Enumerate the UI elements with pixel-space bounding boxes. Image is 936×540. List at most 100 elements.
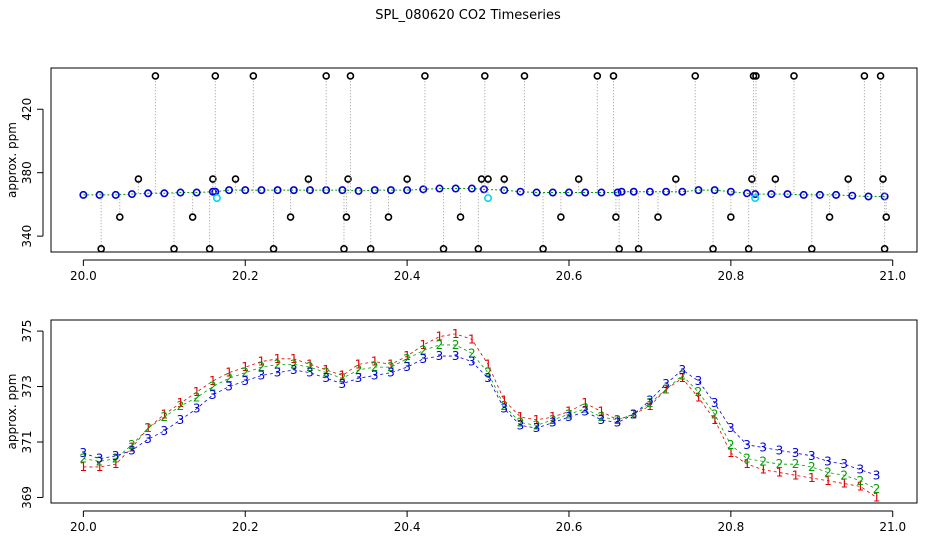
data-symbol-series-2: 2 [322, 366, 330, 380]
data-point-outlier [672, 175, 680, 183]
data-symbol-series-2: 2 [711, 407, 719, 421]
data-symbol-series-1: 1 [646, 399, 654, 413]
data-symbol-series-1: 1 [857, 479, 865, 493]
data-point-continuous [419, 185, 428, 194]
data-point-outlier [342, 213, 351, 221]
data-point-outlier [752, 72, 760, 80]
data-point-continuous [581, 188, 590, 197]
data-point-outlier [539, 245, 547, 252]
data-symbol-series-1: 1 [144, 421, 152, 435]
data-symbol-series-1: 1 [241, 360, 249, 374]
x-tick-label: 20.8 [717, 520, 744, 534]
data-symbol-series-2: 2 [840, 468, 848, 482]
bottom-timeseries-plot: 20.0 20.2 20.4 20.6 20.8 21.0 369 371 373 375 appr… [5, 319, 918, 534]
data-symbol-series-1: 1 [160, 407, 168, 421]
data-symbol-series-3: 3 [128, 443, 136, 457]
data-point-continuous [848, 191, 857, 200]
data-point-outlier [346, 72, 355, 80]
data-symbol-series-2: 2 [403, 352, 411, 366]
data-point-flagged [484, 194, 493, 203]
data-point-continuous [799, 190, 808, 199]
data-symbol-series-2: 2 [549, 413, 557, 427]
data-symbol-series-3: 3 [840, 457, 848, 471]
data-point-continuous [532, 188, 541, 197]
data-point-outlier [520, 72, 529, 80]
data-symbol-series-2: 2 [241, 366, 249, 380]
data-symbol-series-1: 1 [468, 332, 476, 346]
data-point-continuous [617, 187, 626, 196]
data-point-outlier [340, 245, 348, 252]
data-symbol-series-3: 3 [387, 366, 395, 380]
data-symbol-series-3: 3 [792, 446, 800, 460]
data-symbol-series-3: 3 [711, 396, 719, 410]
data-point-outlier [844, 175, 853, 183]
data-symbol-series-2: 2 [598, 410, 606, 424]
data-symbol-series-3: 3 [322, 371, 330, 385]
data-point-continuous [597, 188, 606, 197]
data-point-outlier [170, 245, 178, 252]
data-symbol-series-1: 1 [614, 413, 622, 427]
y-tick-label: 373 [20, 375, 34, 398]
data-symbol-series-3: 3 [824, 454, 832, 468]
data-symbol-series-2: 2 [96, 454, 104, 468]
data-symbol-series-3: 3 [776, 443, 784, 457]
data-symbol-series-2: 2 [824, 466, 832, 480]
data-symbol-series-2: 2 [533, 418, 541, 432]
data-symbol-series-1: 1 [840, 477, 848, 491]
data-point-continuous [678, 187, 687, 196]
data-point-outlier [574, 175, 583, 183]
data-symbol-series-1: 1 [500, 393, 508, 407]
chart-title: SPL_080620 CO2 Timeseries [375, 8, 561, 23]
x-tick-label: 20.4 [394, 269, 421, 283]
data-point-outlier [593, 72, 602, 80]
data-point-outlier [249, 72, 258, 80]
data-symbol-series-3: 3 [339, 377, 347, 391]
x-tick-label: 20.4 [394, 520, 421, 534]
data-symbol-series-1: 1 [678, 371, 686, 385]
data-point-outlier [474, 245, 483, 252]
x-tick-label: 21.0 [879, 269, 906, 283]
data-symbol-series-2: 2 [857, 474, 865, 488]
data-symbol-series-3: 3 [419, 352, 427, 366]
data-symbol-series-3: 3 [873, 468, 881, 482]
data-point-outlier [882, 213, 891, 221]
data-symbol-series-1: 1 [727, 446, 735, 460]
data-symbol-series-1: 1 [419, 338, 427, 352]
x-tick-label: 20.8 [717, 269, 744, 283]
data-point-outlier [403, 175, 411, 183]
data-symbol-series-2: 2 [678, 368, 686, 382]
data-symbol-series-3: 3 [484, 371, 492, 385]
y-tick-label: 369 [20, 486, 34, 509]
data-point-continuous [257, 186, 266, 195]
data-symbol-series-3: 3 [808, 449, 816, 463]
data-point-continuous [645, 187, 654, 196]
data-point-outlier [421, 72, 429, 80]
y-tick-label: 375 [20, 320, 34, 343]
data-point-continuous [435, 184, 444, 193]
data-symbol-series-2: 2 [193, 391, 201, 405]
data-symbol-series-3: 3 [96, 452, 104, 466]
data-point-outlier [790, 72, 798, 80]
data-symbol-series-3: 3 [177, 413, 185, 427]
data-point-outlier [654, 213, 662, 221]
data-point-outlier [286, 213, 295, 221]
data-point-continuous [386, 186, 395, 195]
data-symbol-series-2: 2 [258, 360, 266, 374]
data-symbol-series-3: 3 [371, 368, 379, 382]
data-symbol-series-2: 2 [144, 421, 152, 435]
data-point-outlier [634, 245, 643, 252]
data-symbol-series-2: 2 [387, 360, 395, 374]
data-symbol-series-2: 2 [808, 460, 816, 474]
data-symbol-series-2: 2 [500, 399, 508, 413]
data-point-outlier [205, 245, 214, 252]
data-symbol-series-3: 3 [662, 377, 670, 391]
data-symbol-series-2: 2 [484, 366, 492, 380]
data-point-continuous [127, 190, 136, 199]
data-symbol-series-1: 1 [96, 460, 104, 474]
x-tick-label: 20.6 [556, 520, 583, 534]
data-symbol-series-2: 2 [306, 360, 314, 374]
data-symbol-series-3: 3 [80, 446, 88, 460]
data-point-outlier [322, 72, 330, 80]
data-point-outlier [484, 175, 492, 183]
